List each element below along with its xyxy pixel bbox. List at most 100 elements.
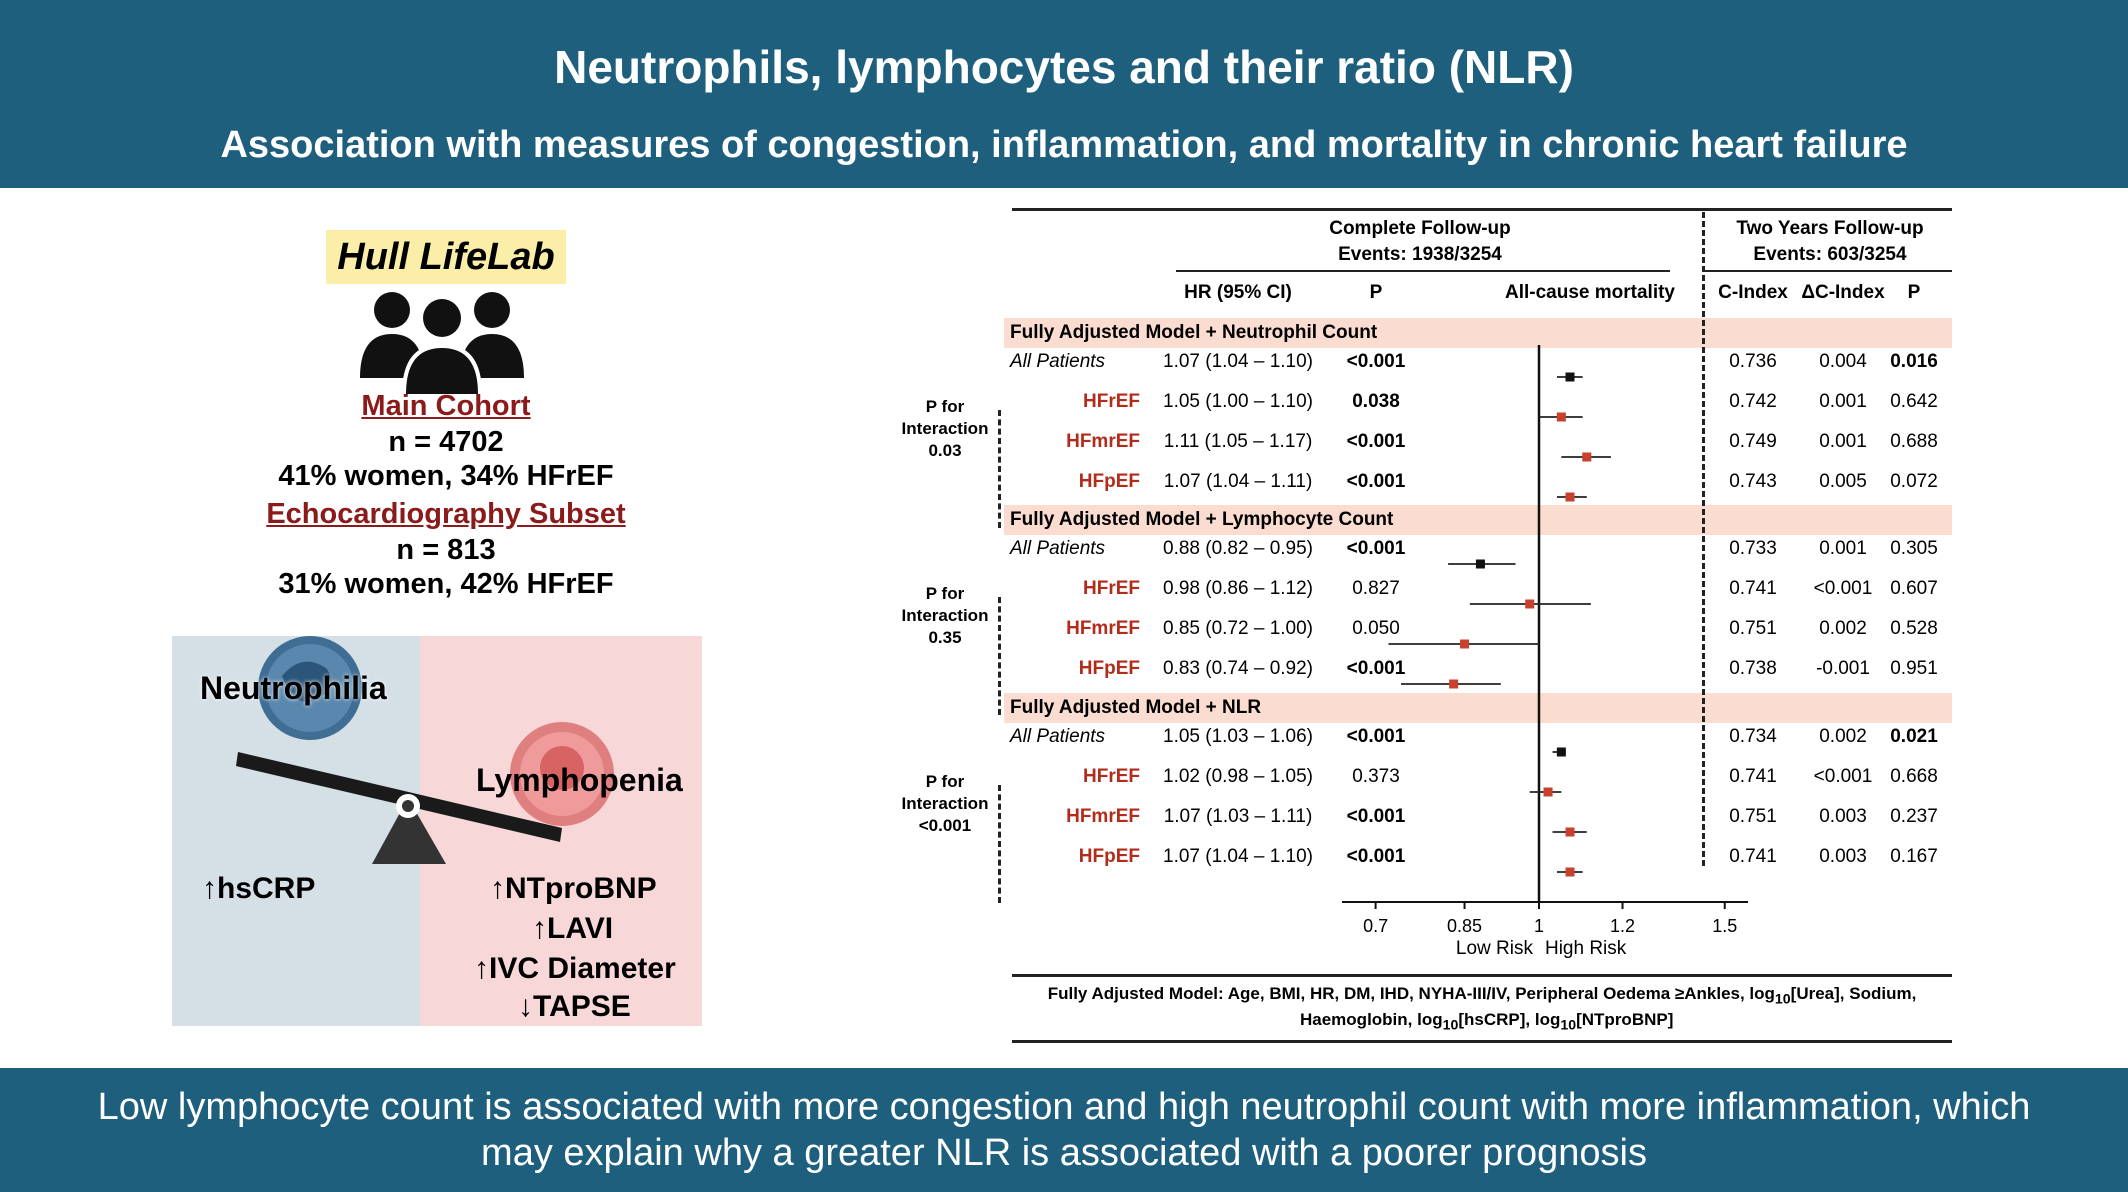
low-risk-label: Low Risk [1456, 938, 1534, 959]
hr-point [1565, 492, 1575, 502]
interaction-p: 0.03 [928, 441, 962, 460]
main-cohort-label: Main Cohort [361, 390, 531, 422]
x-tick-label: 1.2 [1610, 916, 1635, 936]
row-label: All Patients [1010, 538, 1106, 559]
row-hr: 1.07 (1.04 – 1.10) [1163, 846, 1313, 867]
row-label: All Patients [1010, 726, 1106, 747]
conclusion-line2: may explain why a greater NLR is associa… [481, 1132, 1647, 1174]
hr-point [1525, 599, 1535, 609]
row-p2: 0.072 [1890, 471, 1938, 492]
echo-subset-desc: 31% women, 42% HFrEF [278, 568, 614, 600]
row-label: HFpEF [1078, 471, 1140, 492]
row-cindex: 0.741 [1729, 578, 1777, 599]
row-p: <0.001 [1346, 351, 1406, 372]
col-hr: HR (95% CI) [1184, 282, 1292, 303]
row-dc: <0.001 [1813, 578, 1873, 599]
two-year-events: Events: 603/3254 [1753, 244, 1907, 265]
hr-point [1543, 787, 1553, 797]
row-p2: 0.688 [1890, 431, 1938, 452]
row-p: 0.827 [1352, 578, 1400, 599]
hr-point [1565, 827, 1575, 837]
interaction-bracket [998, 597, 1001, 715]
x-tick-label: 0.85 [1447, 916, 1482, 936]
interaction-bracket [998, 785, 1001, 903]
row-dc: 0.001 [1819, 391, 1867, 412]
high-risk-label: High Risk [1545, 938, 1627, 959]
row-dc: 0.003 [1819, 806, 1867, 827]
ivc-marker: ↑IVC Diameter [474, 952, 676, 985]
hr-point [1556, 412, 1566, 422]
row-p: <0.001 [1346, 538, 1406, 559]
row-p: <0.001 [1346, 806, 1406, 827]
group-title: Fully Adjusted Model + Lymphocyte Count [1010, 509, 1394, 530]
row-label: HFmrEF [1066, 618, 1140, 639]
row-dc: 0.001 [1819, 431, 1867, 452]
group-title: Fully Adjusted Model + NLR [1010, 697, 1262, 718]
row-p2: 0.668 [1890, 766, 1938, 787]
row-cindex: 0.738 [1729, 658, 1777, 679]
row-cindex: 0.741 [1729, 766, 1777, 787]
hr-point [1460, 639, 1470, 649]
group-band [1004, 505, 1952, 535]
two-year-separator [1702, 212, 1705, 866]
row-hr: 1.07 (1.04 – 1.11) [1163, 471, 1313, 492]
row-cindex: 0.733 [1729, 538, 1777, 559]
x-tick-label: 1 [1534, 916, 1544, 936]
interaction-label-1: P for [925, 584, 965, 603]
main-cohort-n: n = 4702 [388, 426, 504, 458]
row-cindex: 0.741 [1729, 846, 1777, 867]
x-tick-label: 1.5 [1712, 916, 1737, 936]
row-dc: 0.002 [1819, 618, 1867, 639]
row-p: <0.001 [1346, 658, 1406, 679]
footnote-line1: Fully Adjusted Model: Age, BMI, HR, DM, … [1047, 984, 1917, 1008]
row-p2: 0.021 [1890, 726, 1938, 747]
table-top-rule [1012, 208, 1952, 211]
conclusion-line1: Low lymphocyte count is associated with … [97, 1086, 2031, 1128]
row-p: 0.050 [1352, 618, 1400, 639]
footnote-top-rule [1012, 974, 1952, 977]
neutrophilia-label: Neutrophilia [200, 670, 387, 706]
header-banner: Neutrophils, lymphocytes and their ratio… [0, 0, 2128, 188]
row-p2: 0.305 [1890, 538, 1938, 559]
row-dc: <0.001 [1813, 766, 1873, 787]
page-subtitle: Association with measures of congestion,… [220, 124, 1908, 166]
row-cindex: 0.743 [1729, 471, 1777, 492]
hr-point [1565, 372, 1575, 382]
row-hr: 1.11 (1.05 – 1.17) [1163, 431, 1313, 452]
row-hr: 1.07 (1.04 – 1.10) [1163, 351, 1313, 372]
row-p2: 0.016 [1890, 351, 1938, 372]
row-p2: 0.642 [1890, 391, 1938, 412]
row-hr: 0.83 (0.74 – 0.92) [1163, 658, 1313, 679]
row-p2: 0.607 [1890, 578, 1938, 599]
row-hr: 0.98 (0.86 – 1.12) [1163, 578, 1313, 599]
people-icon [360, 292, 524, 394]
row-label: HFpEF [1078, 846, 1140, 867]
row-p: <0.001 [1346, 726, 1406, 747]
interaction-label-2: Interaction [901, 794, 989, 813]
col-p2: P [1907, 282, 1921, 303]
row-cindex: 0.751 [1729, 618, 1777, 639]
footer-banner: Low lymphocyte count is associated with … [0, 1068, 2128, 1192]
complete-events: Events: 1938/3254 [1338, 244, 1502, 265]
row-dc: -0.001 [1816, 658, 1870, 679]
row-dc: 0.001 [1819, 538, 1867, 559]
interaction-label-2: Interaction [901, 606, 989, 625]
row-label: HFmrEF [1066, 431, 1140, 452]
group-band [1004, 693, 1952, 723]
hr-point [1475, 559, 1485, 569]
row-cindex: 0.734 [1729, 726, 1777, 747]
row-label: HFrEF [1083, 578, 1140, 599]
main-cohort-desc: 41% women, 34% HFrEF [278, 460, 614, 492]
balance-illustration [236, 636, 614, 864]
row-p2: 0.167 [1890, 846, 1938, 867]
row-p: <0.001 [1346, 471, 1406, 492]
lavi-marker: ↑LAVI [532, 912, 614, 945]
lymphopenia-label: Lymphopenia [476, 762, 683, 798]
two-year-header: Two Years Follow-up [1736, 218, 1924, 239]
row-hr: 1.02 (0.98 – 1.05) [1163, 766, 1313, 787]
tapse-marker: ↓TAPSE [518, 990, 631, 1023]
row-dc: 0.003 [1819, 846, 1867, 867]
interaction-label-2: Interaction [901, 419, 989, 438]
footnote-line2: Haemoglobin, log10[hsCRP], log10[NTproBN… [1300, 1010, 1674, 1034]
interaction-label-1: P for [925, 397, 965, 416]
